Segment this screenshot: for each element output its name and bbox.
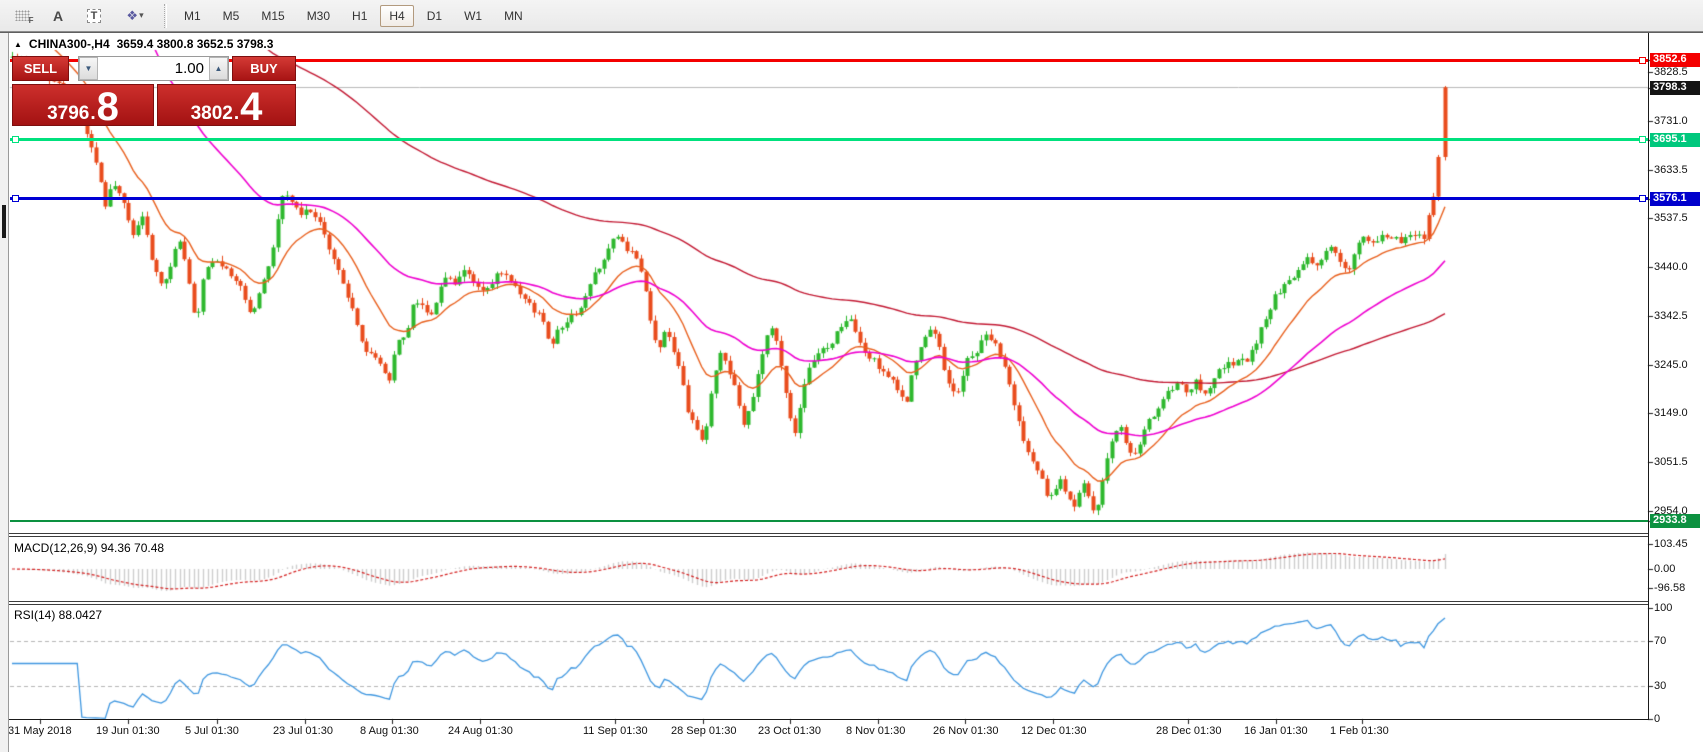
pane-separator (0, 604, 1648, 605)
price-badge-3852.6: 3852.6 (1650, 53, 1700, 67)
resistance-line-red[interactable] (10, 57, 1648, 64)
price-tick-3633.5: 3633.5 (1654, 164, 1688, 176)
text-a-icon[interactable]: A (52, 7, 64, 24)
line-handle[interactable] (1639, 195, 1646, 202)
sell-price-display[interactable]: 3796 . 8 (12, 84, 154, 130)
price-badge-3695.1: 3695.1 (1650, 133, 1700, 147)
level-line-green[interactable] (10, 136, 1648, 143)
date-tick: 12 Dec 01:30 (1021, 725, 1087, 737)
dropdown-arrow-icon[interactable]: ▾ (139, 10, 144, 20)
pane-separator[interactable] (0, 533, 1648, 534)
date-tick: 26 Nov 01:30 (933, 725, 999, 737)
chart-title: ▲ CHINA300-,H4 3659.4 3800.8 3652.5 3798… (14, 37, 273, 51)
pane-separator[interactable] (0, 601, 1648, 602)
buy-price-display[interactable]: 3802 . 4 (157, 84, 296, 130)
date-tick: 19 Jun 01:30 (96, 725, 160, 737)
date-tick: 31 May 2018 (8, 725, 72, 737)
tf-button-m15[interactable]: M15 (261, 8, 285, 23)
macd-label: MACD(12,26,9) 94.36 70.48 (14, 541, 165, 555)
tf-button-h1[interactable]: H1 (352, 8, 368, 23)
collapse-triangle-icon[interactable]: ▲ (14, 39, 22, 49)
textbox-t-icon[interactable]: T (80, 4, 108, 28)
sell-button[interactable]: SELL (12, 56, 69, 81)
sell-price-main: 3796 (47, 102, 90, 124)
date-axis-separator (0, 719, 1648, 720)
tick-chart-icon[interactable]: F (8, 4, 36, 28)
buy-price-main: 3802 (190, 102, 233, 124)
buy-button[interactable]: BUY (232, 56, 296, 81)
tf-button-m5[interactable]: M5 (222, 8, 240, 23)
price-tick-3051.5: 3051.5 (1654, 456, 1688, 468)
date-tick: 8 Aug 01:30 (360, 725, 419, 737)
tf-button-w1[interactable]: W1 (464, 8, 483, 23)
date-tick: 16 Jan 01:30 (1244, 725, 1308, 737)
date-tick: 11 Sep 01:30 (583, 725, 648, 737)
pane-separator (0, 536, 1648, 537)
price-badge-2933.8: 2933.8 (1650, 514, 1700, 528)
price-tick-3537.5: 3537.5 (1654, 212, 1688, 224)
price-badge-3576.1: 3576.1 (1650, 192, 1700, 206)
line-handle[interactable] (1639, 136, 1646, 143)
price-tick-3342.5: 3342.5 (1654, 310, 1688, 322)
volume-input[interactable] (98, 57, 209, 80)
date-tick: 8 Nov 01:30 (846, 725, 906, 737)
tf-button-mn[interactable]: MN (504, 8, 523, 23)
indicator-tick-0.00: 0.00 (1654, 563, 1676, 575)
splitter-thumb[interactable] (2, 205, 6, 238)
date-tick: 28 Sep 01:30 (671, 725, 737, 737)
symbol-label: CHINA300-,H4 (28, 37, 110, 51)
buy-price-fraction: 4 (240, 85, 263, 130)
left-splitter[interactable] (0, 33, 9, 752)
price-tick-3149.0: 3149.0 (1654, 407, 1688, 419)
indicator-tick-70: 70 (1654, 635, 1667, 647)
line-handle[interactable] (12, 195, 19, 202)
volume-increase-button[interactable]: ▲ (209, 57, 228, 80)
indicator-tick-100: 100 (1654, 602, 1673, 614)
support-line-darkgreen[interactable] (10, 520, 1648, 522)
date-tick: 1 Feb 01:30 (1330, 725, 1389, 737)
toolbar-separator (164, 3, 167, 28)
price-badge-3798.3: 3798.3 (1650, 81, 1700, 95)
price-axis-separator (1648, 33, 1649, 720)
indicator-tick-103.45: 103.45 (1654, 538, 1688, 550)
indicator-tick--96.58: -96.58 (1654, 582, 1686, 594)
date-axis: 31 May 2018 19 Jun 01:30 5 Jul 01:30 23 Jul… (0, 719, 1648, 745)
volume-decrease-button[interactable]: ▼ (79, 57, 98, 80)
tf-button-m30[interactable]: M30 (306, 8, 331, 23)
level-line-blue[interactable] (10, 195, 1648, 202)
dotgrid-sub: F (28, 16, 34, 25)
indicator-tick-30: 30 (1654, 680, 1667, 692)
date-tick: 28 Dec 01:30 (1156, 725, 1222, 737)
toolbar: F A T ❖ ▾ M1 M5 M15 M30 H1 H4 D1 W1 MN (0, 0, 1703, 32)
date-tick: 24 Aug 01:30 (448, 725, 513, 737)
line-handle[interactable] (1639, 57, 1646, 64)
date-tick: 23 Jul 01:30 (273, 725, 333, 737)
rsi-label: RSI(14) 88.0427 (14, 608, 103, 622)
arrow-objects-icon[interactable]: ❖ ▾ (126, 7, 144, 23)
indicator-tick-0: 0 (1654, 713, 1661, 725)
one-click-trading-panel: SELL ▼ ▲ BUY 3796 . 8 3802 . 4 (12, 56, 296, 130)
price-tick-3731.0: 3731.0 (1654, 115, 1688, 127)
date-tick: 5 Jul 01:30 (185, 725, 239, 737)
volume-spinner: ▼ ▲ (78, 56, 229, 81)
date-tick: 23 Oct 01:30 (758, 725, 821, 737)
dotgrid-glyph: F (14, 10, 34, 25)
tf-button-d1[interactable]: D1 (426, 8, 443, 23)
price-tick-3440.0: 3440.0 (1654, 261, 1688, 273)
price-tick-3828.5: 3828.5 (1654, 66, 1688, 78)
line-handle[interactable] (12, 136, 19, 143)
tf-button-h4[interactable]: H4 (380, 4, 414, 27)
ohlc-values: 3659.4 3800.8 3652.5 3798.3 (116, 37, 274, 51)
price-tick-3245.0: 3245.0 (1654, 359, 1688, 371)
sell-price-fraction: 8 (96, 85, 119, 130)
tf-button-m1[interactable]: M1 (184, 8, 201, 23)
timeframe-bar: M1 M5 M15 M30 H1 H4 D1 W1 MN (173, 4, 534, 27)
